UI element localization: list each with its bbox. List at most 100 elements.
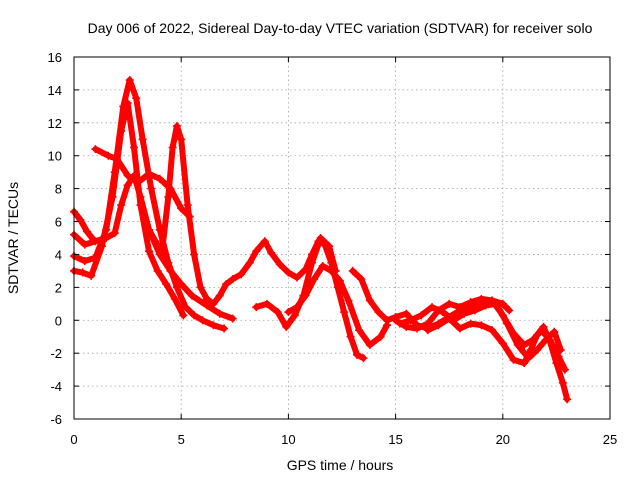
data-point <box>267 248 276 257</box>
x-tick-label: 20 <box>496 432 510 447</box>
series-line <box>424 315 571 403</box>
data-point <box>434 321 443 330</box>
data-point <box>147 184 156 193</box>
data-point <box>78 268 87 277</box>
data-point <box>301 291 310 300</box>
y-tick-label: 0 <box>55 313 62 328</box>
data-point <box>470 306 479 315</box>
data-point <box>110 168 119 177</box>
data-point <box>481 301 490 310</box>
data-point <box>466 319 475 328</box>
data-point <box>318 261 327 270</box>
x-tick-label: 10 <box>281 432 295 447</box>
data-point <box>290 311 299 320</box>
data-point <box>365 296 374 305</box>
plot-frame <box>73 56 611 420</box>
data-point <box>102 225 111 234</box>
y-tick-label: -4 <box>50 379 62 394</box>
data-point <box>460 309 469 318</box>
data-point <box>177 135 186 144</box>
y-tick-label: 16 <box>48 50 62 65</box>
data-point <box>357 275 366 284</box>
data-point <box>307 258 316 267</box>
y-tick-label: 6 <box>55 215 62 230</box>
x-axis-label: GPS time / hours <box>287 457 394 473</box>
data-point <box>82 227 91 236</box>
data-point <box>187 291 196 300</box>
data-point <box>503 319 512 328</box>
data-point <box>119 102 128 111</box>
y-tick-label: -2 <box>50 346 62 361</box>
data-point <box>198 316 207 325</box>
data-point <box>76 215 85 224</box>
data-point <box>455 303 464 312</box>
data-point <box>153 266 162 275</box>
data-point <box>132 94 141 103</box>
data-point <box>112 155 121 164</box>
data-point <box>310 275 319 284</box>
data-point <box>91 237 100 246</box>
x-tick-label: 5 <box>178 432 185 447</box>
data-point <box>526 345 535 354</box>
data-point <box>423 326 432 335</box>
data-point <box>563 395 572 404</box>
data-point <box>292 273 301 282</box>
data-point <box>123 171 132 180</box>
y-axis-ticks: -6 -4 -2 0 2 4 6 8 10 12 14 16 <box>48 50 610 427</box>
data-point <box>262 299 271 308</box>
data-point <box>87 271 96 280</box>
data-point <box>145 247 154 256</box>
data-point <box>145 169 154 178</box>
data-point <box>157 248 166 257</box>
data-point <box>117 201 126 210</box>
data-point <box>520 359 529 368</box>
data-point <box>445 299 454 308</box>
data-point <box>466 298 475 307</box>
data-point <box>275 260 284 269</box>
y-axis-label: SDTVAR / TECUs <box>5 182 21 294</box>
data-point <box>138 135 147 144</box>
data-point <box>327 266 336 275</box>
data-point <box>130 143 139 152</box>
x-tick-label: 15 <box>388 432 402 447</box>
data-point <box>155 174 164 183</box>
data-point <box>252 303 261 312</box>
y-tick-label: 2 <box>55 280 62 295</box>
data-point <box>245 258 254 267</box>
data-point <box>344 296 353 305</box>
data-point <box>560 365 569 374</box>
plot-area <box>70 76 572 404</box>
data-point <box>215 309 224 318</box>
data-point <box>273 308 282 317</box>
data-point <box>190 250 199 259</box>
data-point <box>164 192 173 201</box>
data-point <box>91 145 100 154</box>
data-point <box>488 326 497 335</box>
data-point <box>284 268 293 277</box>
data-point <box>428 303 437 312</box>
data-point <box>177 204 186 213</box>
data-point <box>80 240 89 249</box>
data-point <box>222 280 231 289</box>
data-point <box>282 322 291 331</box>
grid <box>74 57 610 419</box>
y-tick-label: 14 <box>48 83 62 98</box>
data-point <box>556 345 565 354</box>
data-point <box>104 151 113 160</box>
data-point <box>179 311 188 320</box>
data-point <box>413 324 422 333</box>
data-point <box>477 321 486 330</box>
x-tick-label: 25 <box>603 432 617 447</box>
data-point <box>209 321 218 330</box>
data-point <box>134 178 143 187</box>
data-point <box>477 294 486 303</box>
data-point <box>558 378 567 387</box>
data-point <box>125 76 134 85</box>
data-point <box>252 247 261 256</box>
data-point <box>417 311 426 320</box>
x-axis-ticks: 0 5 10 15 20 25 <box>70 57 617 447</box>
data-point <box>172 122 181 131</box>
y-tick-label: -6 <box>50 412 62 427</box>
series-line <box>285 263 390 348</box>
data-point <box>498 339 507 348</box>
